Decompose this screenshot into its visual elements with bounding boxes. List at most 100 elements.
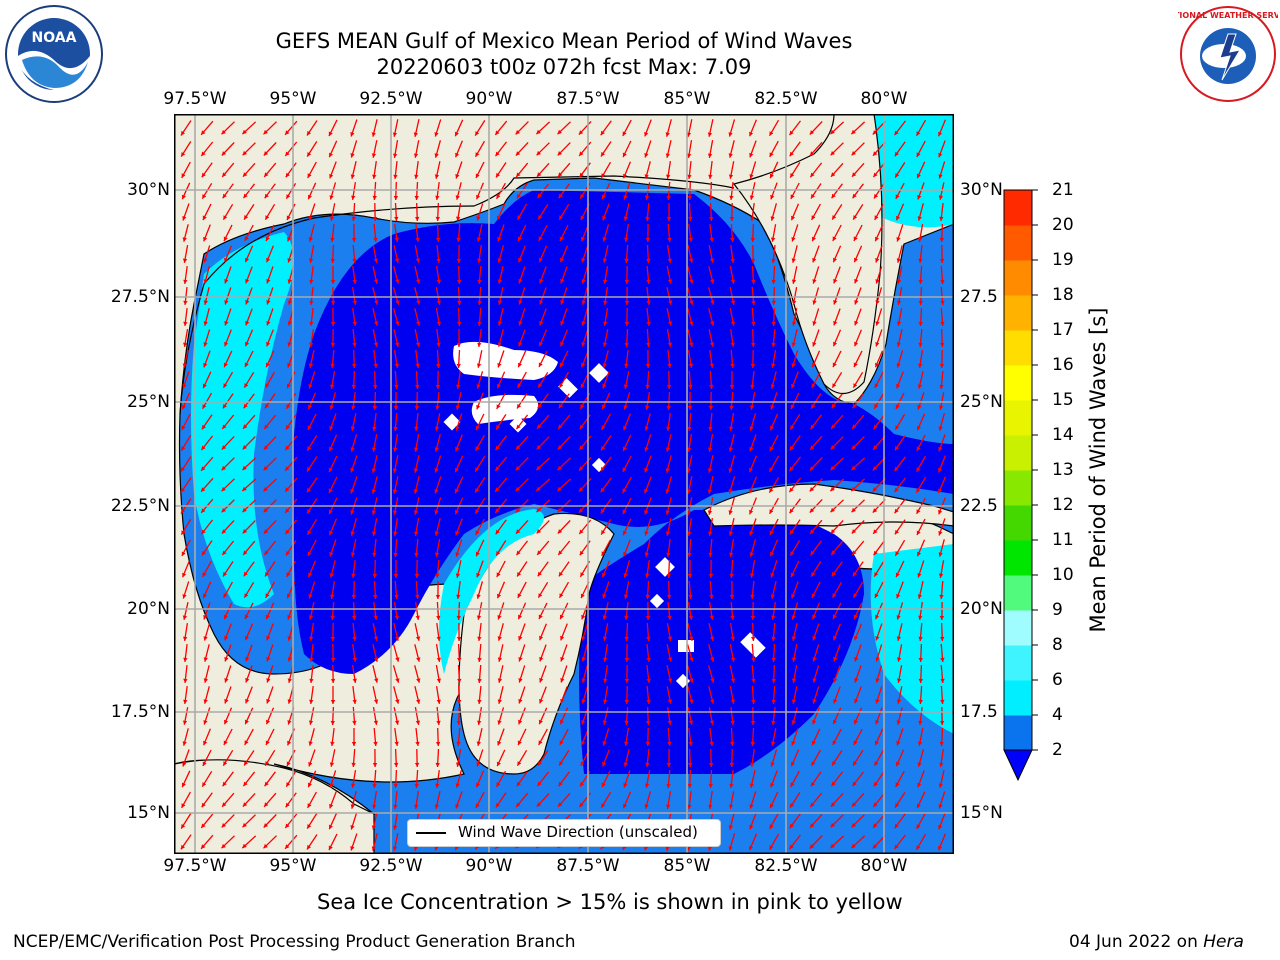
wind-wave-arrow xyxy=(201,162,213,178)
wind-wave-arrow xyxy=(415,580,420,600)
wind-wave-arrow xyxy=(328,833,338,851)
wind-wave-arrow xyxy=(330,664,336,684)
colorbar-band xyxy=(1004,295,1032,331)
wind-wave-arrow xyxy=(730,727,735,747)
legend-line-sample xyxy=(416,832,446,834)
wind-wave-arrow xyxy=(666,391,671,411)
wind-wave-arrow xyxy=(329,749,336,767)
wind-wave-arrow xyxy=(200,456,214,472)
wind-wave-arrow xyxy=(515,162,529,178)
wind-wave-arrow xyxy=(435,265,441,285)
wind-wave-arrow xyxy=(558,183,570,199)
wind-wave-arrow xyxy=(224,266,232,284)
wind-wave-arrow xyxy=(350,140,358,158)
wind-wave-arrow xyxy=(352,644,357,662)
wind-wave-arrow xyxy=(308,371,316,389)
wind-wave-arrow xyxy=(578,141,592,157)
wind-wave-arrow xyxy=(350,119,358,137)
wind-wave-arrow xyxy=(770,392,778,410)
wind-wave-arrow xyxy=(181,182,191,200)
wind-wave-arrow xyxy=(832,707,842,725)
wind-wave-arrow xyxy=(224,665,232,683)
wind-wave-arrow xyxy=(393,181,399,201)
wind-wave-arrow xyxy=(436,349,441,369)
wind-wave-arrow xyxy=(350,413,357,431)
wind-wave-arrow xyxy=(497,224,505,242)
wind-wave-arrow xyxy=(414,706,421,726)
wind-wave-arrow xyxy=(581,287,588,305)
wind-wave-arrow xyxy=(771,307,776,327)
wind-wave-arrow xyxy=(200,519,214,535)
wind-wave-arrow xyxy=(351,223,357,243)
wind-wave-arrow xyxy=(372,686,379,704)
wind-wave-arrow xyxy=(602,602,609,620)
wind-wave-arrow xyxy=(285,162,297,178)
wind-wave-arrow xyxy=(284,813,298,829)
colorbar-band xyxy=(1004,190,1032,226)
wind-wave-arrow xyxy=(352,266,357,284)
wind-wave-arrow xyxy=(623,770,631,788)
wind-wave-arrow xyxy=(852,393,864,409)
wind-wave-arrow xyxy=(644,140,652,158)
wind-wave-arrow xyxy=(769,539,779,557)
wind-wave-arrow xyxy=(414,686,421,704)
wind-wave-arrow xyxy=(557,540,571,556)
cyan-shelf-se xyxy=(870,544,954,734)
wind-wave-arrow xyxy=(645,749,650,767)
wind-wave-arrow xyxy=(372,706,378,726)
wind-wave-arrow xyxy=(851,414,865,430)
wind-wave-arrow xyxy=(329,182,337,200)
wind-wave-arrow xyxy=(393,349,399,369)
wind-wave-arrow xyxy=(329,539,337,557)
wind-wave-arrow xyxy=(351,181,357,201)
colorbar-tick-label: 12 xyxy=(1052,495,1074,515)
wind-wave-arrow xyxy=(393,769,398,789)
wind-wave-arrow xyxy=(351,560,356,578)
wind-wave-arrow xyxy=(245,266,253,284)
wind-wave-arrow xyxy=(789,413,801,431)
wind-wave-arrow xyxy=(624,727,630,747)
wind-wave-arrow xyxy=(768,476,780,494)
wind-wave-arrow xyxy=(373,350,378,368)
wind-wave-arrow xyxy=(872,519,886,535)
wind-wave-arrow xyxy=(557,414,571,430)
colorbar-band xyxy=(1004,540,1032,576)
wind-wave-arrow xyxy=(556,478,572,492)
wind-wave-arrow xyxy=(285,414,297,430)
wind-wave-arrow xyxy=(263,540,277,556)
wind-wave-arrow xyxy=(707,476,714,494)
wind-wave-arrow xyxy=(688,370,693,390)
wind-wave-arrow xyxy=(393,811,399,831)
cyan-shelf-west xyxy=(191,232,294,608)
wind-wave-arrow xyxy=(242,436,256,450)
wind-wave-arrow xyxy=(560,665,568,683)
wind-wave-arrow xyxy=(222,749,234,767)
wind-wave-arrow xyxy=(581,266,589,284)
wind-wave-arrow xyxy=(688,202,693,222)
wind-wave-arrow xyxy=(875,245,883,263)
wind-wave-arrow xyxy=(180,120,192,136)
wind-wave-arrow xyxy=(809,792,823,808)
wind-wave-arrow xyxy=(350,161,357,179)
wind-wave-arrow xyxy=(309,328,315,348)
wind-wave-arrow xyxy=(455,518,463,536)
wind-wave-arrow xyxy=(917,392,925,410)
wind-wave-arrow xyxy=(708,245,715,263)
wind-wave-arrow xyxy=(916,518,926,536)
wind-wave-arrow xyxy=(687,139,693,159)
wind-wave-arrow xyxy=(454,476,464,494)
wind-wave-arrow xyxy=(180,477,192,493)
wind-wave-arrow xyxy=(624,307,630,327)
wind-wave-arrow xyxy=(665,434,672,452)
wind-wave-arrow xyxy=(687,560,693,578)
wind-wave-arrow xyxy=(789,539,801,557)
wind-wave-arrow xyxy=(560,686,568,704)
colorbar-tick-label: 17 xyxy=(1052,320,1074,340)
wind-wave-arrow xyxy=(686,665,694,683)
wind-wave-arrow xyxy=(812,245,820,263)
wind-wave-arrow xyxy=(373,602,378,620)
wind-wave-arrow xyxy=(728,518,735,536)
wind-wave-arrow xyxy=(242,183,256,199)
colorbar-band xyxy=(1004,400,1032,436)
wind-wave-arrow xyxy=(916,455,926,473)
